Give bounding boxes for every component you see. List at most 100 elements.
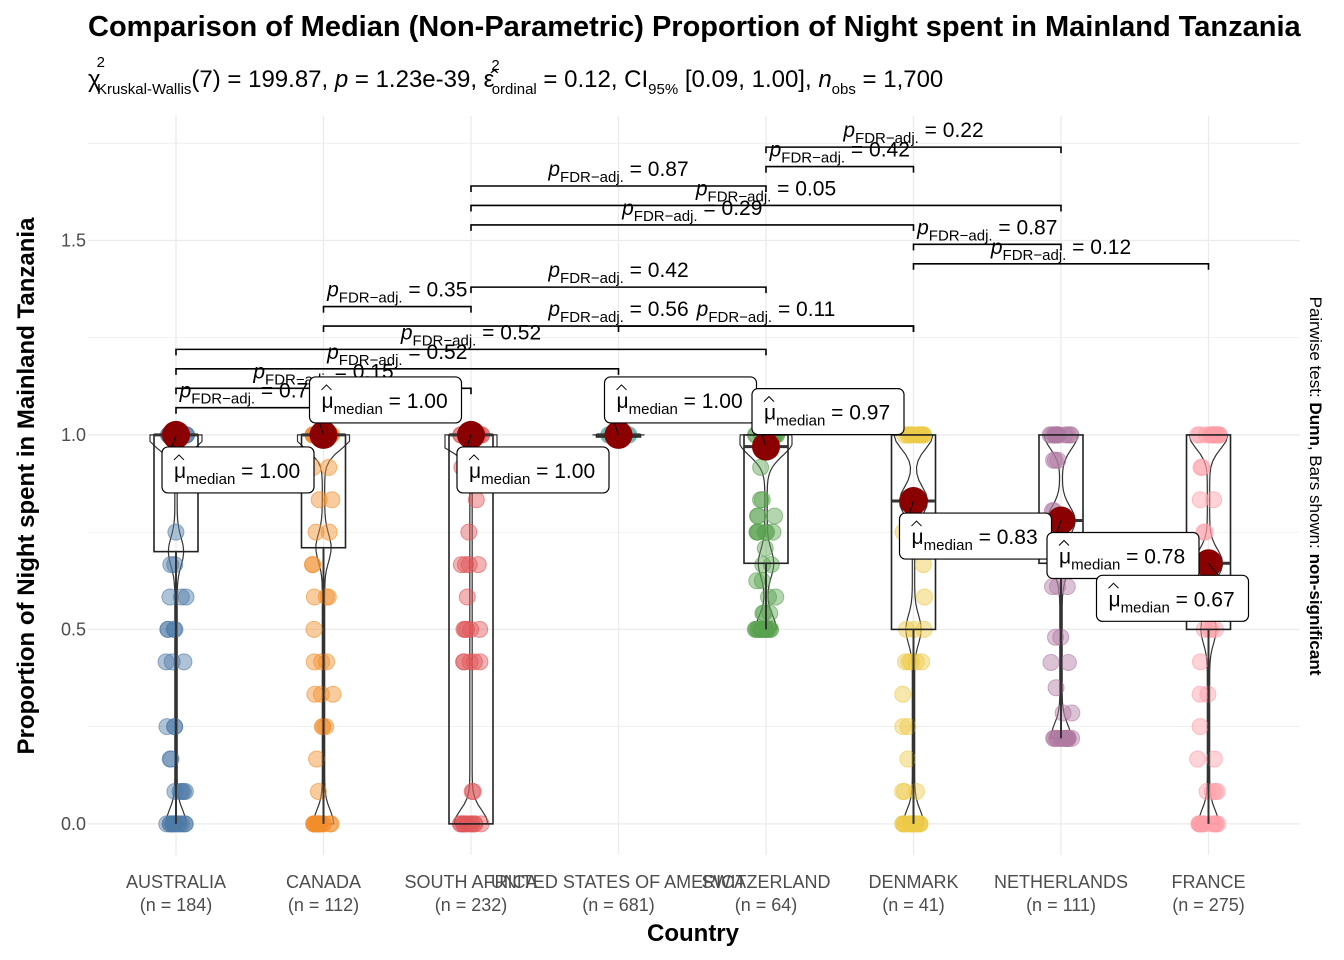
data-point [172,588,190,606]
data-point [162,556,180,574]
data-point [177,588,195,606]
data-point [756,523,774,541]
x-tick-count: (n = 275) [1172,895,1245,915]
data-point [894,718,912,736]
data-point [170,815,188,833]
data-point [166,556,184,574]
median-label: μmedian = 1.00 [322,390,448,418]
data-point [167,523,185,541]
data-point [748,507,766,525]
hat-icon [1058,539,1070,546]
data-point [320,523,338,541]
data-point [1191,491,1209,509]
data-point [308,750,326,768]
data-point [915,588,933,606]
x-axis-title: Country [647,920,740,947]
data-point [1207,815,1225,833]
x-tick-count: (n = 112) [288,895,359,915]
pairwise-label: pFDR−adj. = 0.35 [326,279,467,307]
x-tick-label: AUSTRALIA [126,872,226,892]
median-label: μmedian = 0.78 [1059,546,1185,574]
data-point [304,556,322,574]
y-tick-label: 0.5 [61,619,86,639]
hat-icon [1108,582,1119,589]
pairwise-label: pFDR−adj. = 0.11 [696,298,836,326]
median-label: μmedian = 0.83 [912,526,1038,554]
x-tick-label: SOUTH AFRICA [404,872,537,892]
x-tick-count: (n = 64) [735,895,798,915]
pairwise-label: pFDR−adj. = 0.29 [621,197,762,225]
median-label-leader [1056,520,1062,533]
data-point [159,620,177,638]
data-point [894,815,912,833]
data-point [1191,815,1209,833]
y-tick-label: 1.0 [61,425,86,445]
chart-subtitle: χ2 Kruskal-Wallis(7) = 199.87, p = 1.23e-… [88,54,943,98]
pairwise-label: pFDR−adj. = 0.56 [547,298,688,326]
median-point [899,487,928,516]
pairwise-bracket [765,146,1062,154]
data-point [1045,451,1063,469]
data-point [1191,718,1209,736]
median-label-leader [466,434,472,448]
x-axis-ticks: AUSTRALIA (n = 184) CANADA (n = 112) SOUTH A… [126,872,1246,915]
data-point [175,653,193,671]
median-label-box [456,446,610,494]
pairwise-label: pFDR−adj. = 0.87 [547,158,688,186]
data-point [1045,729,1063,747]
pairwise-label: pFDR−adj. = 0.87 [916,216,1057,244]
data-point [324,685,342,703]
x-tick-count: (n = 41) [882,895,945,915]
data-point [321,815,339,833]
pairwise-bracket [765,165,915,173]
data-point [307,523,325,541]
data-point [469,556,487,574]
x-tick-count: (n = 184) [140,895,213,915]
pairwise-label: pFDR−adj. = 0.52 [400,321,541,349]
data-point [1189,750,1207,768]
pairwise-bracket [470,224,915,231]
data-point [176,782,194,800]
data-point [467,491,485,509]
hat-icon [468,454,480,461]
y-axis-title: Proportion of Night spent in Mainland Ta… [13,217,40,755]
hat-icon [616,384,627,391]
data-point [754,604,772,622]
data-point [899,750,917,768]
data-point [471,620,489,638]
data-point [1054,704,1072,722]
pairwise-label: pFDR−adj. = 0.12 [990,236,1131,264]
data-point [461,653,479,671]
x-tick-label: UNITED STATES OF AMERICA [491,872,746,892]
data-point [755,620,773,638]
median-label-box [308,376,463,424]
median-label: μmedian = 0.67 [1109,588,1235,616]
hat-icon [321,384,332,391]
pairwise-label: pFDR−adj. = 0.42 [547,259,688,287]
data-point [457,556,475,574]
data-point [462,620,480,638]
median-label-leader [1208,562,1219,576]
median-labels: μmedian = 1.00 μmedian = 1.00 μmedian = 1.… [161,376,1250,622]
x-tick-label: NETHERLANDS [994,872,1128,892]
data-point [1191,653,1209,671]
y-tick-label: 1.5 [61,230,86,250]
median-label: μmedian = 1.00 [617,390,743,418]
data-point [311,815,329,833]
x-tick-label: FRANCE [1171,872,1245,892]
data-point [306,685,324,703]
data-point [1205,750,1223,768]
data-point [1208,782,1226,800]
data-point [760,588,778,606]
y-axis-ticks: 0.0 0.5 1.0 1.5 [61,230,86,833]
pairwise-bracket [470,286,767,294]
y-tick-label: 0.0 [61,814,86,834]
data-point [753,572,771,590]
data-point [1058,729,1076,747]
data-point [1191,685,1209,703]
data-point [894,685,912,703]
data-point [896,782,914,800]
data-point [173,782,191,800]
hat-icon [911,520,922,527]
